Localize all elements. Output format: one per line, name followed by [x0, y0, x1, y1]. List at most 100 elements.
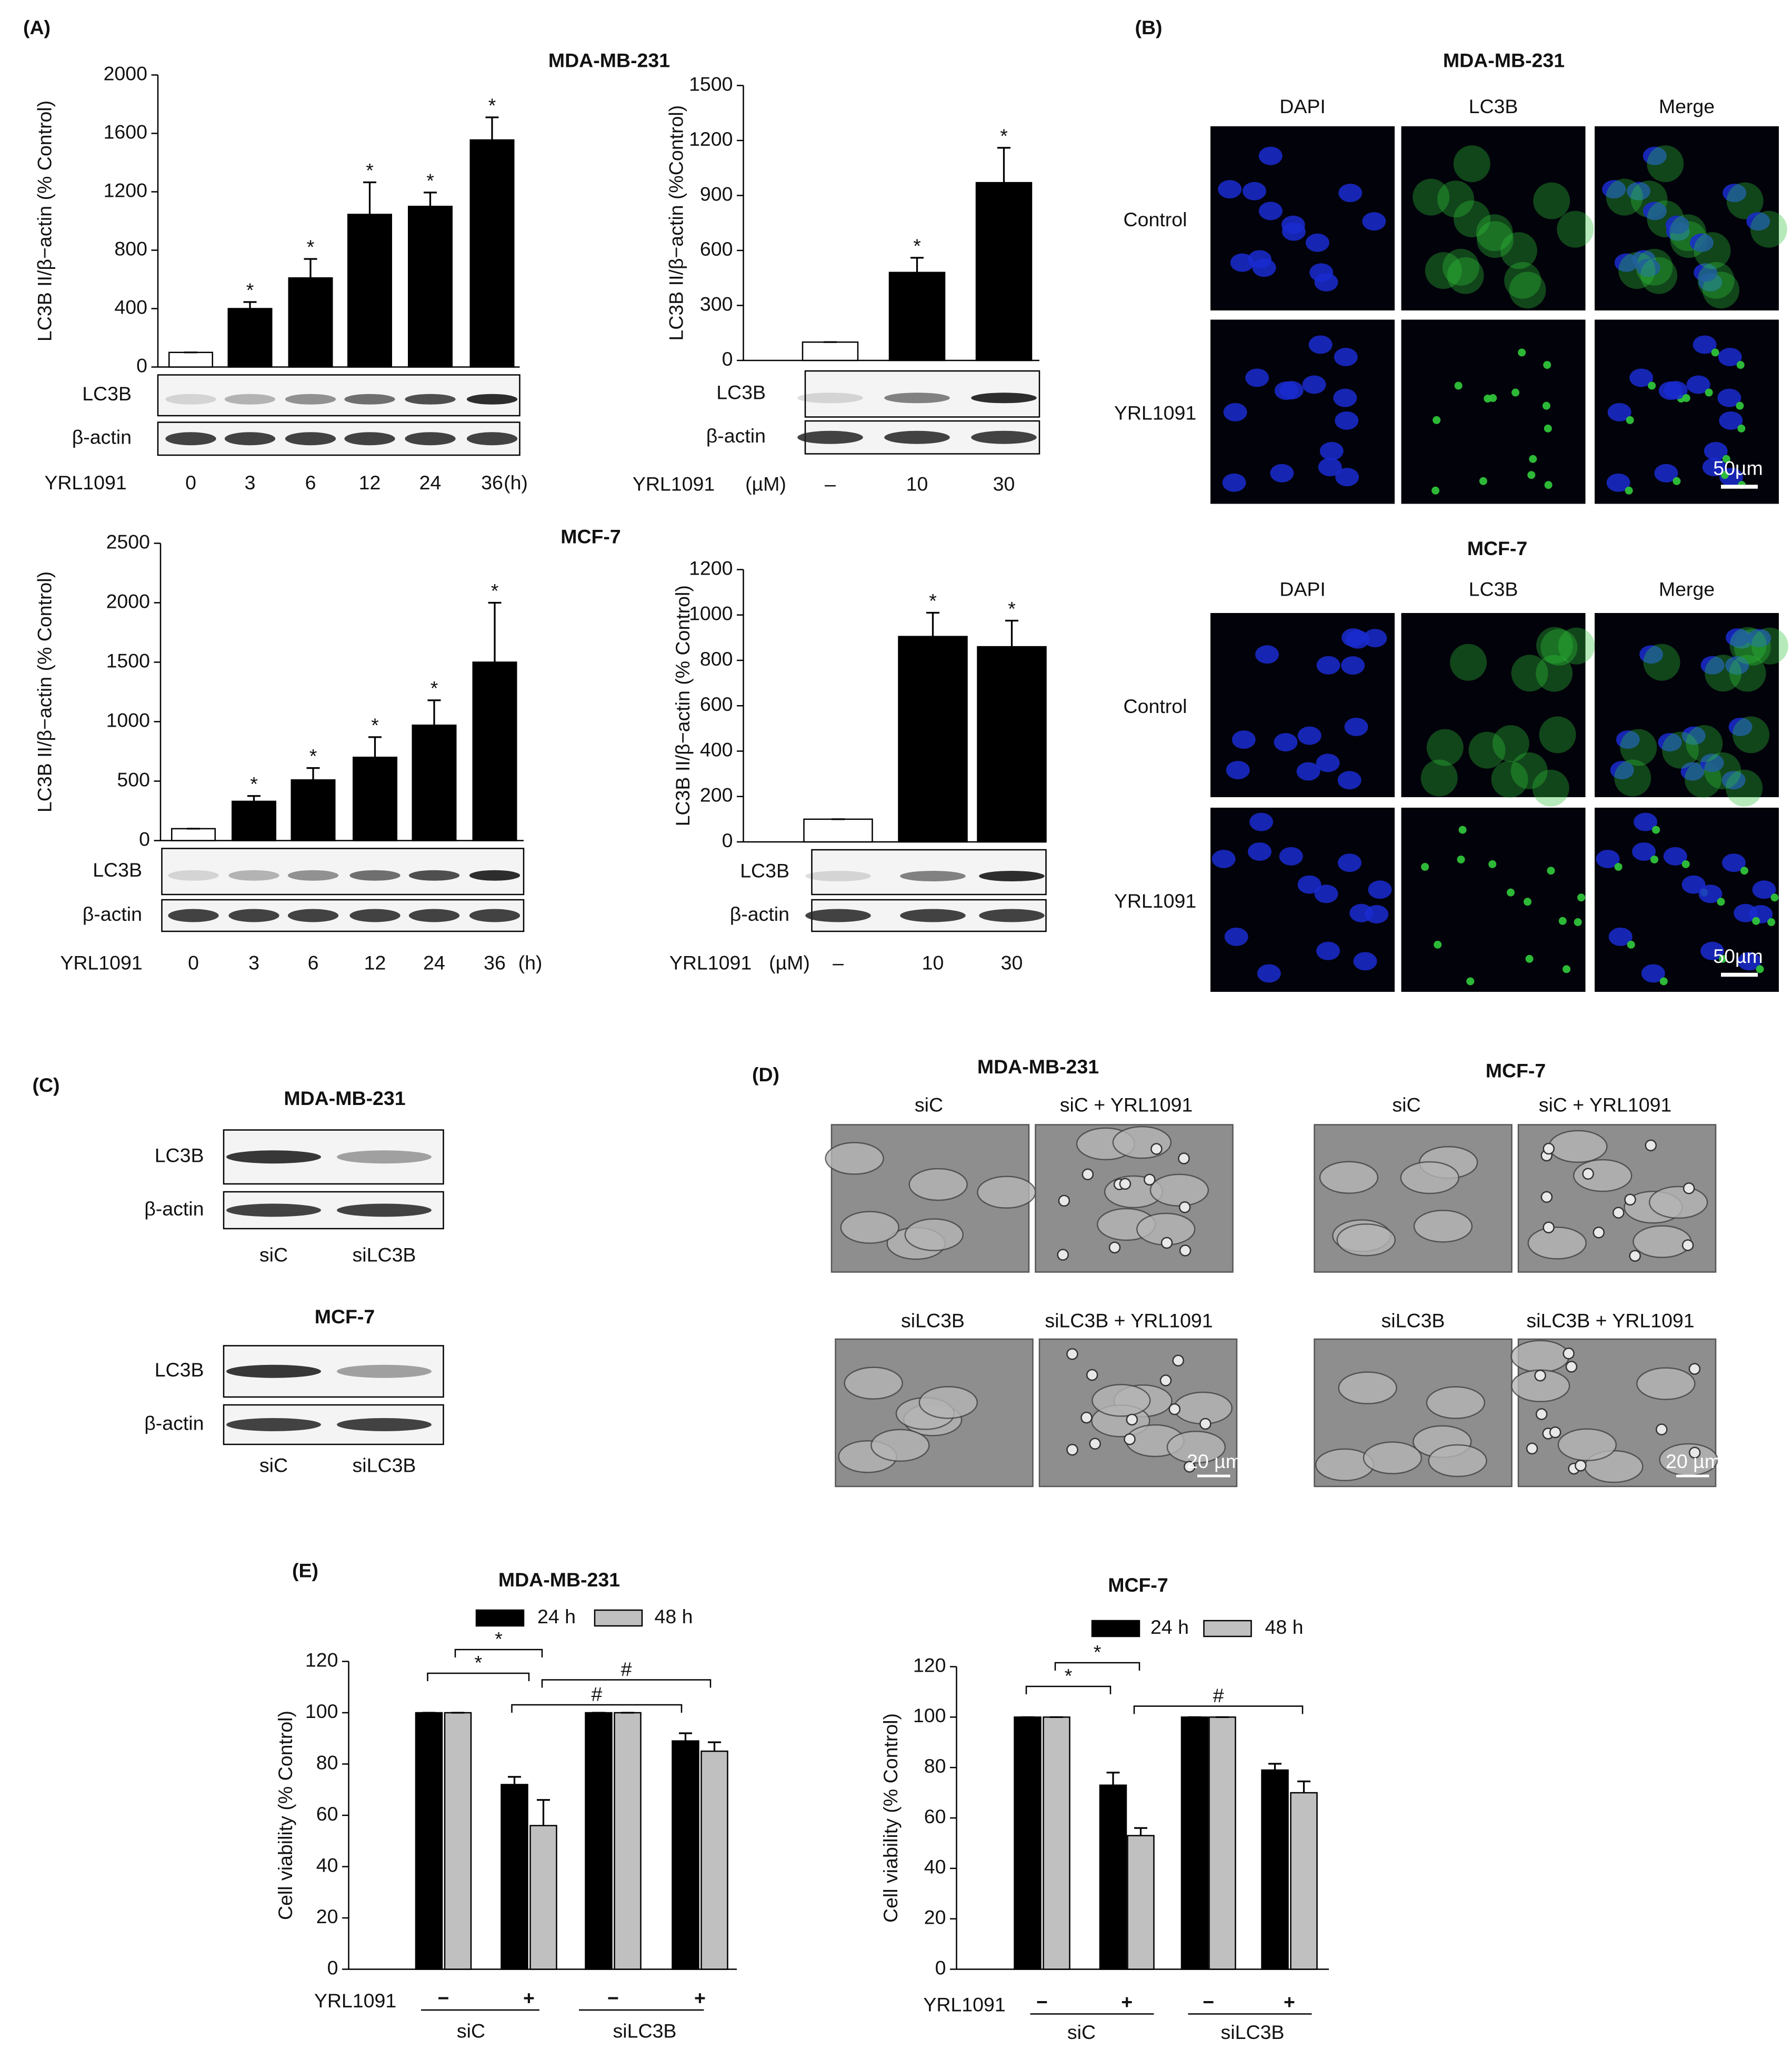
y-tick-label: 40 [924, 1856, 946, 1878]
panel-title: MDA-MB-231 [977, 1056, 1099, 1078]
x-tick-label: + [1284, 1991, 1295, 2013]
blot-label: β-actin [72, 426, 132, 448]
scale-bar-label: 20 µm [1187, 1450, 1242, 1472]
puncta [1518, 348, 1526, 357]
cytoplasm [1533, 182, 1570, 219]
nucleus [1602, 180, 1626, 199]
micrograph [1401, 613, 1586, 797]
puncta [1525, 954, 1534, 963]
x-label: YRL1091 [633, 473, 715, 495]
nucleus [1222, 473, 1246, 492]
blot [161, 848, 525, 896]
blot-band [466, 394, 518, 405]
vacuole [1086, 1369, 1098, 1381]
cell [1363, 1441, 1423, 1474]
y-tick-label: 1200 [689, 557, 733, 579]
cell [1557, 1428, 1617, 1461]
bar [1127, 1835, 1155, 1970]
vacuole [1108, 1241, 1121, 1254]
bar [1261, 1769, 1289, 1970]
y-tick-label: 0 [722, 829, 733, 851]
bar [1180, 1716, 1209, 1970]
nucleus [1318, 458, 1342, 477]
significance-label: * [1000, 125, 1008, 147]
nucleus [1335, 468, 1359, 487]
puncta [1523, 898, 1531, 906]
blot-band [224, 432, 276, 446]
nucleus [1279, 381, 1304, 400]
nucleus [1700, 941, 1725, 960]
x-tick-label: + [523, 1987, 535, 2009]
x-tick-label: 0 [185, 471, 196, 494]
error-bar [508, 1776, 521, 1785]
blot-label: β-actin [706, 425, 766, 447]
legend-swatch [1203, 1620, 1252, 1637]
significance-label: * [929, 589, 937, 611]
puncta [1652, 826, 1660, 834]
nucleus [1680, 762, 1705, 781]
x-tick-label: + [1121, 1991, 1133, 2013]
cell [1336, 1223, 1396, 1257]
condition-label: siLC3B [901, 1309, 965, 1331]
vacuole [1066, 1443, 1078, 1456]
cell [1527, 1227, 1587, 1260]
vacuole [1582, 1168, 1594, 1180]
significance-bracket [1025, 1685, 1112, 1694]
nucleus [1726, 628, 1750, 647]
significance-label: * [307, 236, 315, 258]
x-tick-label: − [1036, 1991, 1048, 2013]
vacuole [1144, 1173, 1156, 1186]
blot-band [979, 909, 1045, 922]
significance-label: * [250, 773, 258, 795]
bar [408, 205, 453, 368]
bar [288, 277, 333, 368]
cytoplasm [1413, 178, 1450, 216]
cell [1633, 1225, 1692, 1259]
nucleus [1281, 215, 1305, 234]
error-bar [537, 1799, 550, 1826]
scale-bar-label: 50µm [1713, 945, 1763, 967]
puncta [1711, 348, 1719, 357]
x-tick-label: 24 [423, 951, 445, 973]
nucleus [1718, 348, 1742, 367]
blot-label: β-actin [144, 1412, 204, 1434]
y-tick-label: 100 [913, 1704, 946, 1726]
cell [1636, 1367, 1696, 1400]
nucleus [1664, 381, 1688, 400]
nucleus [1641, 964, 1665, 983]
puncta [1720, 471, 1729, 479]
nucleus [1608, 927, 1633, 946]
vacuole [1080, 1411, 1093, 1424]
vacuole [1179, 1244, 1192, 1257]
error-bar [247, 795, 261, 801]
panel-label: (D) [752, 1063, 779, 1086]
cell [1149, 1173, 1209, 1207]
blot-band [228, 909, 279, 922]
vacuole [1057, 1249, 1069, 1261]
vacuole [1534, 1369, 1546, 1382]
x-tick-label: 0 [188, 951, 199, 973]
y-tick-label: 100 [305, 1700, 338, 1722]
blot-label: LC3B [93, 859, 142, 881]
group-label: siC [457, 2019, 485, 2042]
x-tick-label: 12 [364, 951, 386, 973]
y-tick-label: 0 [935, 1956, 946, 1978]
column-header: LC3B [1469, 578, 1518, 600]
nucleus [1248, 842, 1272, 861]
panel-title: MCF-7 [315, 1305, 375, 1328]
cytoplasm [1420, 759, 1458, 797]
error-bar [304, 258, 317, 278]
cell [1338, 1371, 1397, 1404]
nucleus [1686, 375, 1710, 394]
cell [1413, 1210, 1473, 1243]
y-tick-label: 80 [924, 1755, 946, 1777]
significance-label: * [371, 714, 379, 736]
blot-band [469, 909, 520, 922]
nucleus [1663, 847, 1687, 866]
cell [1166, 1431, 1226, 1464]
x-tick-label: 30 [993, 473, 1015, 495]
cytoplasm [1468, 731, 1506, 769]
puncta [1547, 867, 1555, 875]
y-tick-label: 120 [913, 1654, 946, 1676]
